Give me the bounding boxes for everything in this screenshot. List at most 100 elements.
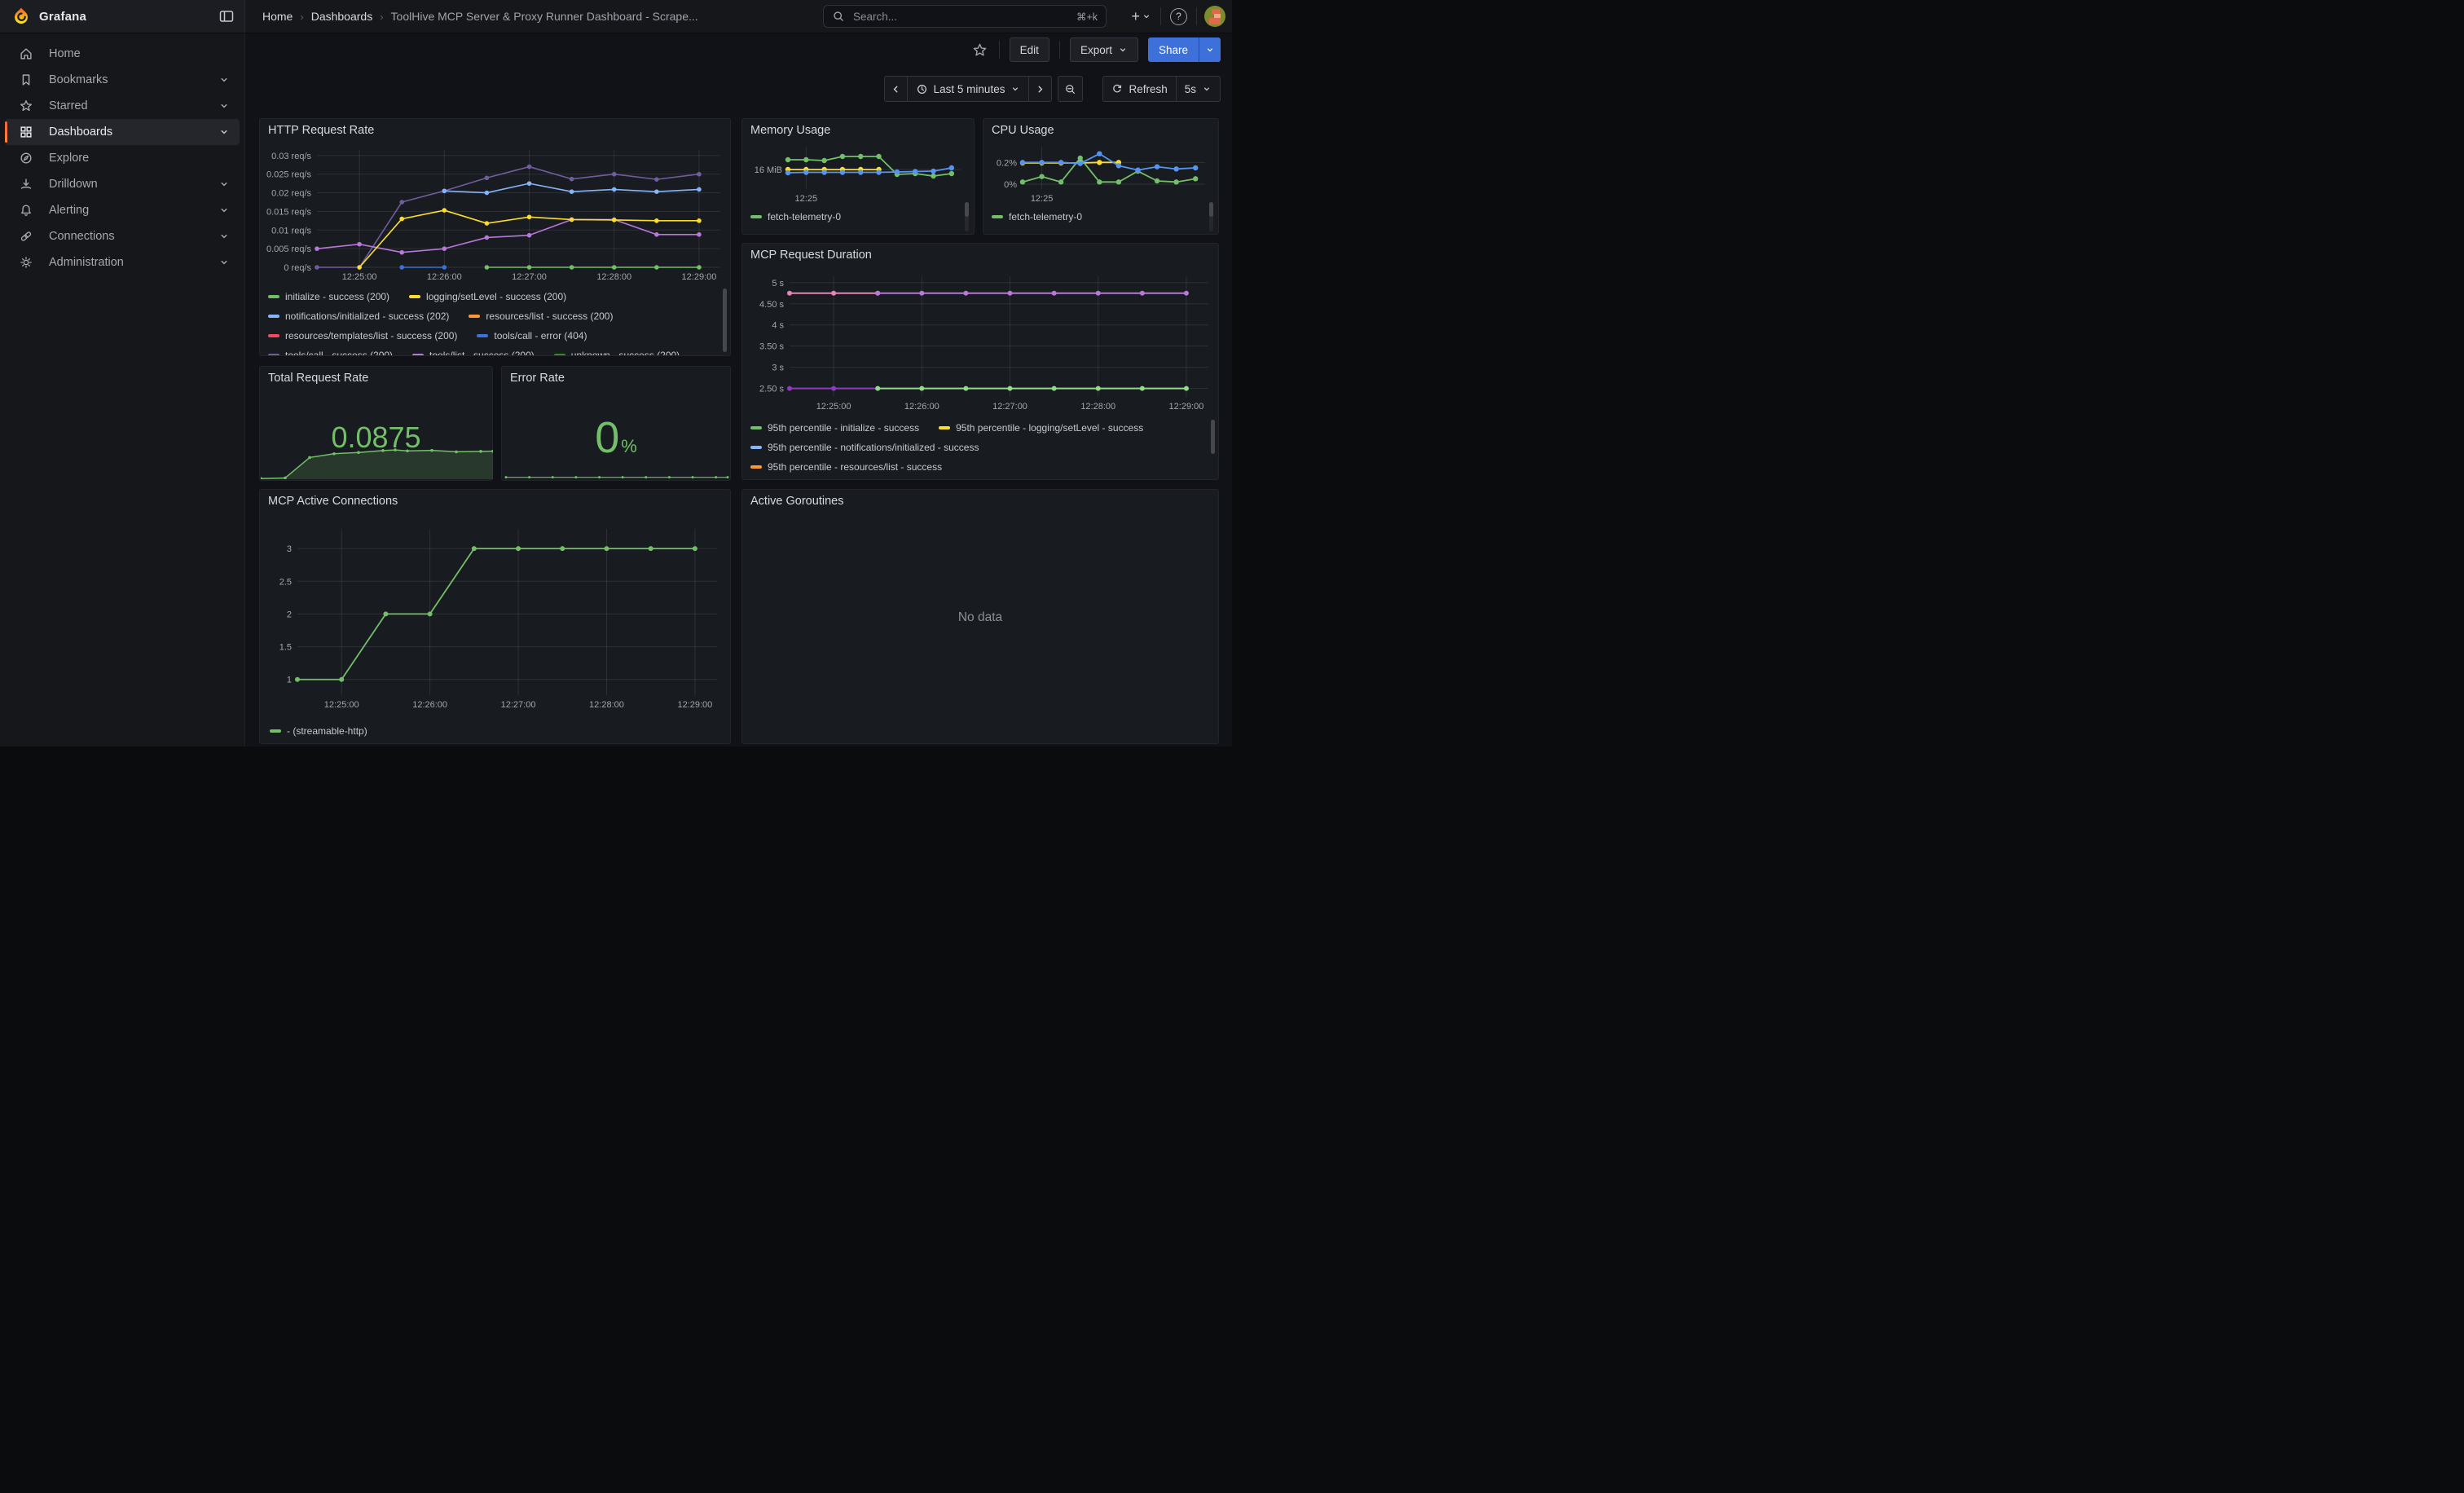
zoom-out-button[interactable] — [1058, 77, 1082, 101]
time-shift-back-button[interactable] — [885, 77, 907, 101]
panel-title[interactable]: Total Request Rate — [268, 372, 369, 385]
legend-scrollbar-track — [965, 202, 969, 231]
sidebar-item-home[interactable]: Home — [5, 41, 240, 67]
legend-scrollbar[interactable] — [965, 202, 969, 217]
search-shortcut: ⌘+k — [1076, 11, 1098, 23]
panel-memory-usage: Memory Usage 16 MiB 12:25 fetch-telemetry… — [741, 118, 975, 235]
legend-item[interactable]: 95th percentile - notifications/initiali… — [750, 442, 979, 453]
svg-text:12:27:00: 12:27:00 — [512, 272, 547, 282]
search-input[interactable]: ⌘+k — [823, 5, 1107, 28]
legend-label: 95th percentile - logging/setLevel - suc… — [956, 422, 1144, 434]
breadcrumb-dashboards[interactable]: Dashboards — [310, 10, 373, 23]
legend-item[interactable]: resources/templates/list - success (200) — [268, 330, 457, 341]
chevron-down-icon — [1144, 15, 1149, 19]
legend-label: tools/list - success (200) — [429, 350, 535, 355]
http-request-rate-chart[interactable]: 0 req/s 0.005 req/s 0.01 req/s 0.015 req/s 0… — [265, 145, 727, 285]
legend-item[interactable]: 95th percentile - logging/setLevel - suc… — [939, 422, 1143, 434]
legend-scrollbar[interactable] — [1209, 202, 1213, 217]
breadcrumb-home[interactable]: Home — [262, 10, 293, 23]
sidebar-item-dashboards[interactable]: Dashboards — [5, 119, 240, 145]
sidebar-item-administration[interactable]: Administration — [5, 249, 240, 275]
legend-color-chip — [992, 214, 1003, 219]
sidebar-item-label: Administration — [49, 256, 124, 269]
svg-text:12:27:00: 12:27:00 — [992, 402, 1027, 412]
edit-button[interactable]: Edit — [1009, 37, 1049, 62]
chevron-down-icon[interactable] — [218, 178, 230, 190]
refresh-label: Refresh — [1129, 82, 1168, 95]
legend-label: initialize - success (200) — [285, 291, 390, 302]
chevron-down-icon[interactable] — [218, 231, 230, 242]
sidebar-toggle-icon[interactable] — [217, 7, 236, 26]
legend-item[interactable]: unknown - success (200) — [553, 350, 680, 355]
legend-item[interactable]: logging/setLevel - success (200) — [409, 291, 566, 302]
sidebar-item-connections[interactable]: Connections — [5, 223, 240, 249]
chevron-down-icon[interactable] — [218, 100, 230, 112]
legend-item[interactable]: notifications/initialized - success (202… — [268, 310, 449, 322]
breadcrumb-current-dashboard[interactable]: ToolHive MCP Server & Proxy Runner Dashb… — [390, 10, 698, 23]
legend-color-chip — [939, 425, 951, 430]
mcp-active-connections-chart[interactable]: 3 2.5 2 1.5 1 12:25:00 12:26:00 12:27:00 12:28:0… — [265, 517, 727, 716]
search-text-field[interactable] — [851, 9, 1070, 24]
svg-text:0.025 req/s: 0.025 req/s — [266, 170, 312, 180]
panel-title[interactable]: MCP Active Connections — [268, 495, 398, 508]
legend-color-chip — [409, 294, 421, 299]
panel-title[interactable]: CPU Usage — [992, 124, 1054, 137]
panel-title[interactable]: Active Goroutines — [750, 495, 844, 508]
total-request-rate-sparkline[interactable] — [261, 409, 493, 479]
panel-title[interactable]: HTTP Request Rate — [268, 124, 375, 137]
refresh-button[interactable]: Refresh — [1103, 77, 1175, 101]
gear-icon — [18, 255, 34, 270]
time-shift-forward-button[interactable] — [1028, 77, 1051, 101]
memory-usage-chart[interactable]: 16 MiB 12:25 — [746, 142, 969, 204]
active-indicator — [5, 121, 7, 143]
legend-item[interactable]: fetch-telemetry-0 — [750, 211, 841, 222]
legend-item[interactable]: fetch-telemetry-0 — [992, 211, 1082, 222]
panel-title[interactable]: Memory Usage — [750, 124, 831, 137]
error-rate-sparkline[interactable] — [503, 461, 731, 479]
grafana-app: Grafana Home › Dashboards › ToolHive MCP… — [0, 0, 1232, 746]
legend-color-chip — [477, 333, 489, 338]
add-button[interactable]: + — [1129, 7, 1153, 25]
sidebar-item-drilldown[interactable]: Drilldown — [5, 171, 240, 197]
cpu-usage-chart[interactable]: 0.2% 0% 12:25 — [987, 142, 1213, 204]
chart-legend: initialize - success (200) logging/setLev… — [268, 287, 715, 355]
help-button[interactable]: ? — [1168, 7, 1189, 27]
sidebar-item-starred[interactable]: Starred — [5, 93, 240, 119]
link-icon — [18, 229, 34, 244]
legend-color-chip — [750, 214, 762, 219]
time-range-picker[interactable]: Last 5 minutes — [906, 77, 1029, 101]
share-menu-caret[interactable] — [1199, 37, 1221, 62]
legend-label: fetch-telemetry-0 — [768, 211, 842, 222]
chevron-down-icon[interactable] — [218, 74, 230, 86]
legend-scrollbar[interactable] — [1211, 420, 1215, 454]
topbar-actions: + ? — [1129, 0, 1225, 33]
chevron-down-icon[interactable] — [218, 205, 230, 216]
export-button[interactable]: Export — [1069, 37, 1138, 62]
legend-item[interactable]: tools/list - success (200) — [412, 350, 535, 355]
legend-item[interactable]: resources/list - success (200) — [469, 310, 613, 322]
svg-text:12:28:00: 12:28:00 — [589, 700, 624, 710]
grafana-logo-icon[interactable] — [11, 7, 31, 26]
sidebar-item-alerting[interactable]: Alerting — [5, 197, 240, 223]
legend-item[interactable]: tools/call - success (200) — [268, 350, 393, 355]
legend-item[interactable]: 95th percentile - initialize - success — [750, 422, 919, 434]
user-avatar[interactable] — [1204, 6, 1225, 27]
chevron-down-icon[interactable] — [218, 257, 230, 268]
legend-item[interactable]: - (streamable-http) — [270, 725, 367, 737]
panel-title[interactable]: Error Rate — [510, 372, 565, 385]
svg-text:12:29:00: 12:29:00 — [677, 700, 712, 710]
sidebar-item-explore[interactable]: Explore — [5, 145, 240, 171]
panel-title[interactable]: MCP Request Duration — [750, 249, 872, 262]
divider — [1058, 41, 1060, 59]
sidebar-item-bookmarks[interactable]: Bookmarks — [5, 67, 240, 93]
legend-scrollbar[interactable] — [723, 288, 727, 352]
favorite-star-button[interactable] — [970, 41, 989, 59]
chevron-down-icon[interactable] — [218, 126, 230, 138]
legend-item[interactable]: initialize - success (200) — [268, 291, 389, 302]
legend-item[interactable]: tools/call - error (404) — [477, 330, 587, 341]
legend-item[interactable]: 95th percentile - resources/list - succe… — [750, 461, 942, 473]
refresh-interval-picker[interactable]: 5s — [1175, 77, 1220, 101]
svg-text:1.5: 1.5 — [279, 643, 292, 653]
share-button[interactable]: Share — [1147, 37, 1221, 62]
mcp-request-duration-chart[interactable]: 5 s 4.50 s 4 s 3.50 s 3 s 2.50 s 12:25:00 12:26… — [746, 268, 1217, 416]
